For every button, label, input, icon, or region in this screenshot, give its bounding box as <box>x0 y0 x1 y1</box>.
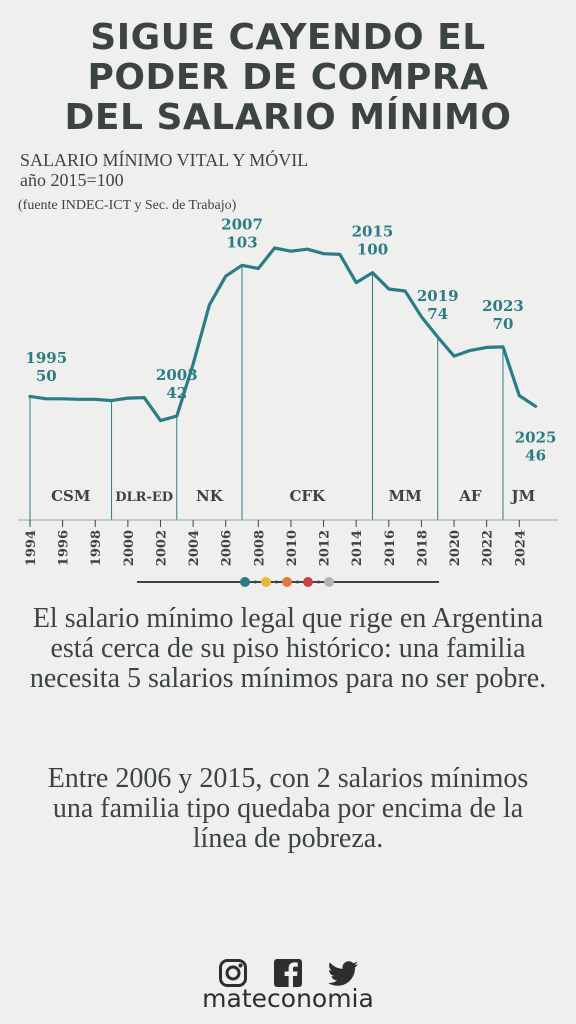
subtitle-line-2: año 2015=100 <box>20 170 124 190</box>
divider-dot <box>303 577 313 587</box>
brand-name: mateconomia <box>202 984 374 1013</box>
chart-subtitle: SALARIO MÍNIMO VITAL Y MÓVIL año 2015=10… <box>20 150 308 190</box>
twitter-icon[interactable] <box>328 961 358 986</box>
x-tick-label: 2020 <box>448 530 463 566</box>
x-tick-label: 2006 <box>220 530 235 566</box>
annotation-year: 2003 <box>156 366 198 384</box>
divider-dot <box>240 577 250 587</box>
paragraph-2: Entre 2006 y 2015, con 2 salarios mínimo… <box>47 763 529 854</box>
annotation-value: 103 <box>226 233 257 251</box>
x-tick-label: 2000 <box>122 530 137 566</box>
period-label: MM <box>389 487 422 505</box>
page-title: SIGUE CAYENDO EL PODER DE COMPRA DEL SAL… <box>0 18 576 138</box>
title-line-1: SIGUE CAYENDO EL <box>90 17 486 58</box>
divider-dot-small <box>254 580 257 584</box>
paragraph-1: El salario mínimo legal que rige en Arge… <box>29 603 547 694</box>
section-divider <box>137 577 439 587</box>
annotation-year: 2015 <box>352 223 394 241</box>
x-tick-label: 2002 <box>154 530 169 566</box>
annotation-value: 70 <box>493 315 514 333</box>
divider-dot <box>261 577 271 587</box>
subtitle-line-1: SALARIO MÍNIMO VITAL Y MÓVIL <box>20 150 309 170</box>
x-tick-label: 2010 <box>285 530 300 566</box>
x-tick-label: 1996 <box>57 530 72 566</box>
divider-dot-small <box>296 580 299 584</box>
chart-source: (fuente INDEC-ICT y Sec. de Trabajo) <box>18 198 237 213</box>
x-tick-label: 2014 <box>350 530 365 566</box>
annotation-year: 1995 <box>25 349 67 367</box>
x-tick-label: 1994 <box>24 530 39 566</box>
annotation-year: 2023 <box>482 297 524 315</box>
annotation-value: 50 <box>36 367 57 385</box>
facebook-icon[interactable] <box>274 959 302 987</box>
x-tick-label: 2008 <box>252 530 267 566</box>
x-tick-label: 1998 <box>89 530 104 566</box>
period-label: CFK <box>289 487 326 505</box>
x-tick-label: 2022 <box>481 530 496 566</box>
annotation-value: 42 <box>166 384 187 402</box>
annotation-value: 100 <box>357 241 388 259</box>
period-label: AF <box>458 487 482 505</box>
annotation-year: 2007 <box>221 215 263 233</box>
social-icons <box>219 959 358 987</box>
x-tick-label: 2024 <box>513 530 528 566</box>
line-chart: CSM DLR-ED NK CFK MM AF JM 1994 1996 1998 2000 2002… <box>18 215 558 566</box>
x-tick-label: 2004 <box>187 530 202 566</box>
annotation-year: 2019 <box>417 287 459 305</box>
annotation-year: 2025 <box>515 428 557 446</box>
period-label: JM <box>510 487 536 505</box>
x-tick-label: 2012 <box>318 530 333 566</box>
divider-dot <box>324 577 334 587</box>
x-tick-label: 2018 <box>415 530 430 566</box>
series-line <box>28 246 538 423</box>
divider-dot-small <box>275 580 278 584</box>
divider-dot-small <box>317 580 320 584</box>
x-tick-label: 2016 <box>383 530 398 566</box>
annotation-value: 74 <box>427 305 448 323</box>
period-label: DLR-ED <box>115 490 173 505</box>
annotation-value: 46 <box>525 446 546 464</box>
period-label: NK <box>196 487 224 505</box>
instagram-icon[interactable] <box>219 959 247 987</box>
period-label: CSM <box>51 487 90 505</box>
title-line-2: PODER DE COMPRA <box>87 57 489 98</box>
divider-dot <box>282 577 292 587</box>
title-line-3: DEL SALARIO MÍNIMO <box>64 97 512 138</box>
